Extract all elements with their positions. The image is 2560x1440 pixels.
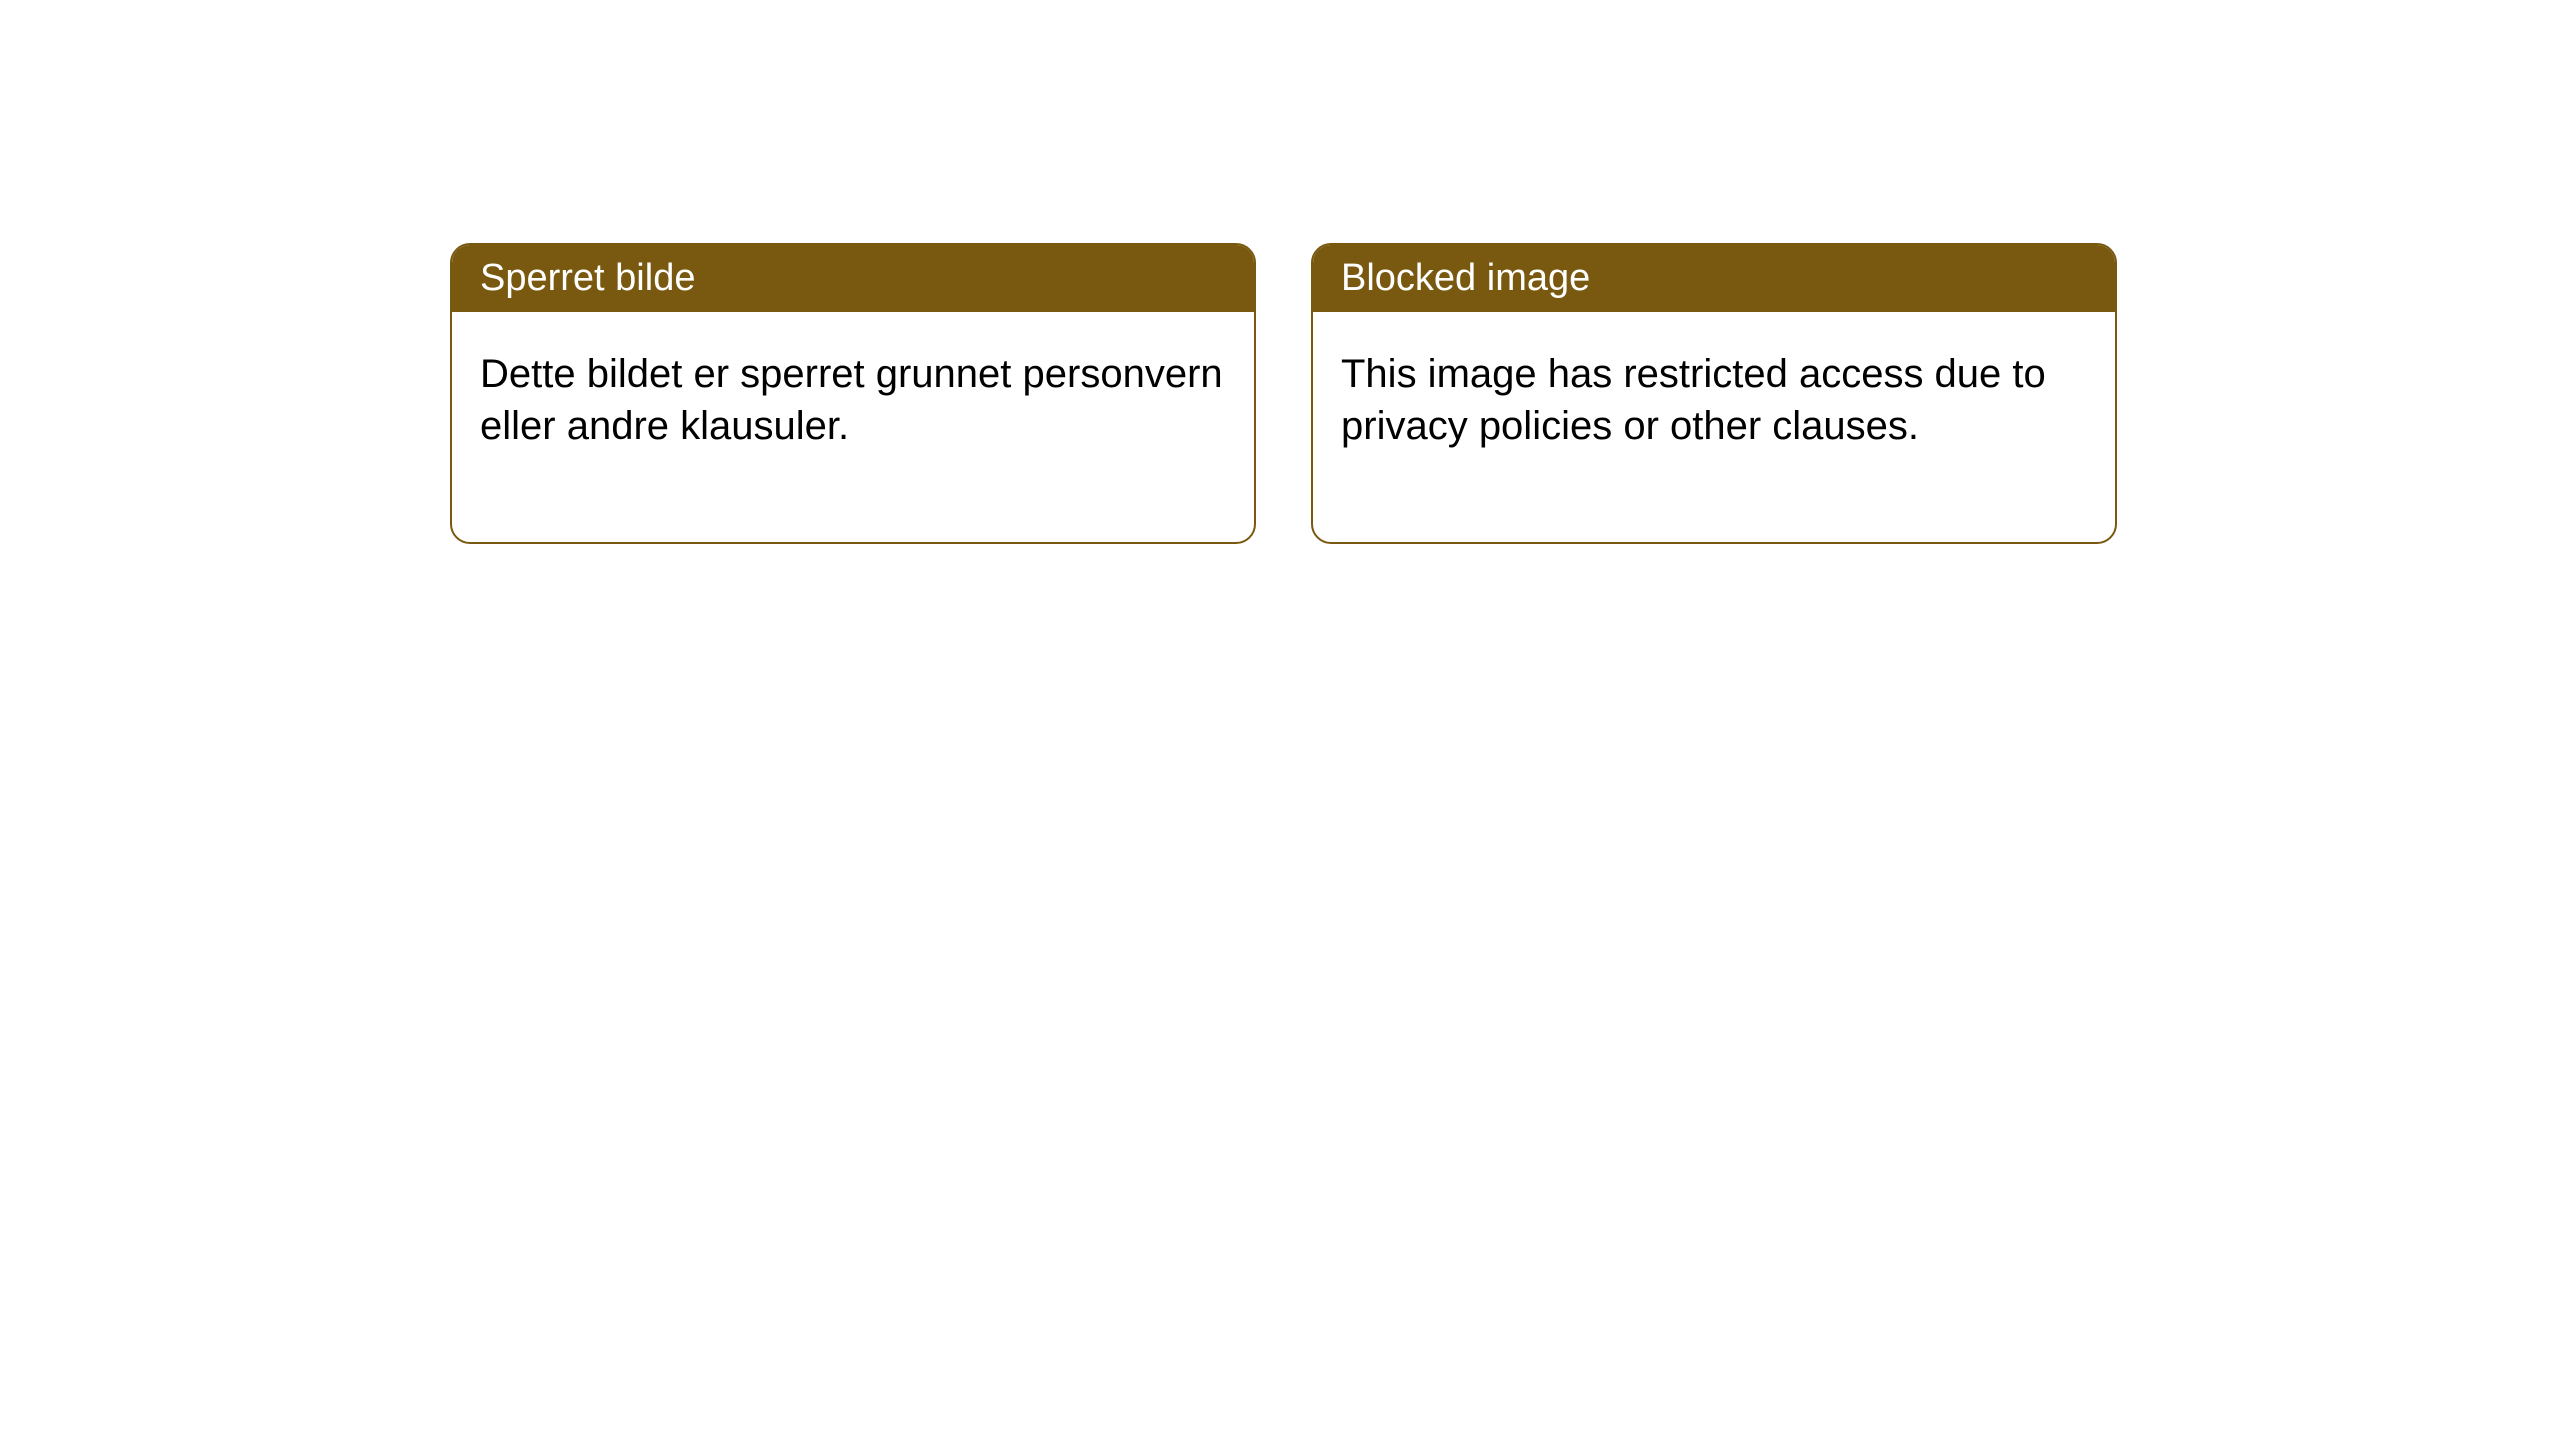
notice-card-english: Blocked image This image has restricted … bbox=[1311, 243, 2117, 544]
notice-title: Sperret bilde bbox=[480, 257, 695, 299]
notice-text: This image has restricted access due to … bbox=[1341, 352, 2046, 448]
notice-container: Sperret bilde Dette bildet er sperret gr… bbox=[450, 243, 2117, 544]
notice-header-english: Blocked image bbox=[1313, 245, 2115, 312]
notice-header-norwegian: Sperret bilde bbox=[452, 245, 1254, 312]
notice-body-english: This image has restricted access due to … bbox=[1313, 312, 2115, 542]
notice-text: Dette bildet er sperret grunnet personve… bbox=[480, 352, 1223, 448]
notice-card-norwegian: Sperret bilde Dette bildet er sperret gr… bbox=[450, 243, 1256, 544]
notice-body-norwegian: Dette bildet er sperret grunnet personve… bbox=[452, 312, 1254, 542]
notice-title: Blocked image bbox=[1341, 257, 1590, 299]
